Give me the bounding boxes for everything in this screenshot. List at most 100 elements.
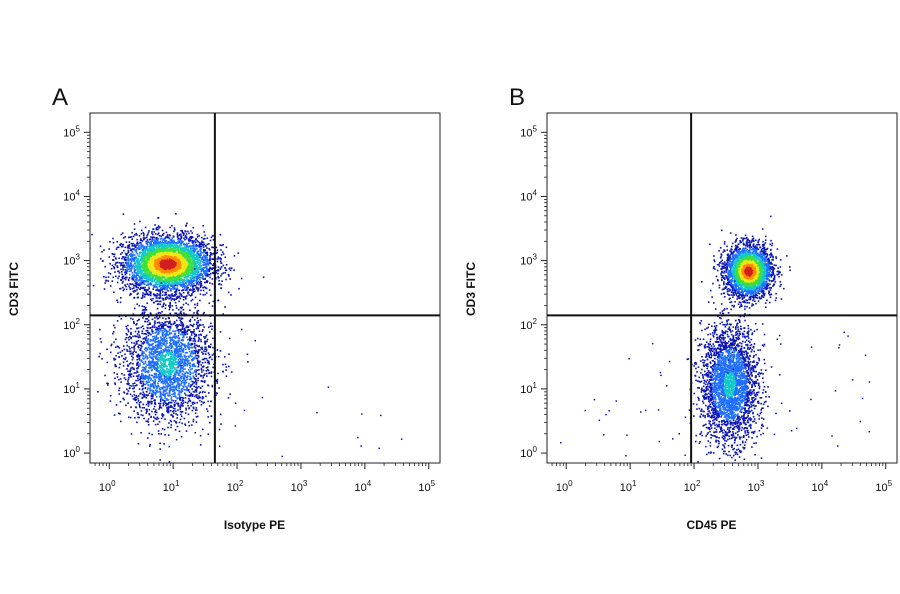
event-dot: [160, 349, 162, 352]
event-dot: [155, 268, 157, 270]
event-dot: [157, 354, 159, 356]
event-dot: [198, 273, 200, 276]
event-dot: [151, 232, 153, 235]
event-dot: [130, 265, 133, 268]
event-dot: [217, 275, 219, 278]
event-dot: [120, 287, 122, 290]
event-dot: [163, 268, 166, 271]
event-dot: [153, 265, 156, 267]
event-dot: [131, 287, 134, 290]
event-dot: [204, 361, 207, 364]
event-dot: [175, 242, 178, 244]
event-dot: [146, 278, 149, 281]
event-dot: [170, 381, 173, 383]
event-dot: [158, 277, 161, 279]
event-dot: [175, 265, 177, 268]
event-dot: [137, 395, 140, 397]
event-dot: [163, 250, 165, 252]
event-dot: [132, 313, 135, 315]
event-dot: [199, 253, 201, 256]
event-dot: [181, 306, 183, 308]
event-dot: [120, 271, 123, 273]
event-dot: [206, 254, 209, 256]
event-dot: [163, 403, 165, 406]
event-dot: [164, 245, 166, 248]
event-dot: [134, 234, 136, 236]
event-dot: [149, 268, 151, 271]
event-dot: [185, 273, 187, 275]
event-dot: [202, 225, 204, 227]
event-dot: [125, 341, 128, 343]
event-dot: [185, 279, 187, 282]
event-dot: [159, 244, 162, 247]
event-dot: [178, 300, 180, 303]
event-dot: [209, 257, 211, 259]
event-dot: [173, 286, 176, 288]
event-dot: [110, 344, 112, 347]
event-dot: [148, 413, 151, 416]
event-dot: [206, 281, 208, 283]
event-dot: [143, 342, 146, 344]
event-dot: [169, 270, 172, 272]
event-dot: [199, 266, 202, 268]
event-dot: [133, 258, 136, 261]
event-dot: [208, 270, 211, 273]
event-dot: [201, 385, 204, 388]
event-dot: [125, 254, 128, 256]
event-dot: [112, 259, 114, 261]
event-dot: [186, 245, 188, 247]
event-dot: [174, 284, 176, 286]
event-dot: [147, 275, 150, 278]
event-dot: [140, 238, 142, 240]
event-dot: [174, 294, 176, 297]
event-dot: [178, 268, 181, 270]
event-dot: [202, 294, 204, 296]
event-dot: [180, 264, 182, 266]
event-dot: [202, 365, 205, 367]
event-dot: [162, 244, 164, 246]
event-dot: [146, 292, 149, 295]
event-dot: [171, 393, 173, 396]
event-dot: [190, 248, 192, 251]
event-dot: [164, 297, 167, 299]
event-dot: [220, 249, 222, 251]
event-dot: [136, 293, 139, 296]
event-dot: [174, 253, 176, 256]
event-dot: [164, 246, 166, 249]
event-dot: [200, 289, 202, 292]
event-dot: [145, 274, 148, 277]
event-dot: [178, 256, 181, 259]
event-dot: [133, 296, 136, 299]
event-dot: [181, 249, 183, 251]
event-dot: [127, 246, 129, 249]
event-dot: [211, 246, 213, 249]
event-dot: [143, 255, 146, 258]
event-dot: [149, 390, 151, 392]
event-dot: [188, 262, 190, 265]
event-dot: [180, 346, 183, 349]
event-dot: [141, 259, 143, 261]
event-dot: [126, 270, 129, 273]
event-dot: [120, 262, 122, 264]
event-dot: [169, 272, 171, 274]
event-dot: [163, 245, 165, 247]
event-dot: [212, 258, 214, 260]
event-dot: [192, 240, 194, 242]
event-dot: [171, 275, 173, 277]
event-dot: [185, 282, 188, 285]
event-dot: [149, 275, 151, 278]
event-dot: [155, 264, 157, 267]
event-dot: [153, 231, 156, 233]
event-dot: [174, 267, 177, 270]
event-dot: [129, 294, 131, 296]
event-dot: [154, 253, 156, 256]
event-dot: [176, 280, 178, 282]
event-dot: [182, 255, 185, 258]
event-dot: [141, 274, 143, 276]
event-dot: [195, 260, 198, 263]
event-dot: [144, 307, 147, 310]
event-dot: [193, 283, 195, 285]
event-dot: [131, 283, 134, 285]
event-dot: [240, 277, 243, 280]
event-dot: [171, 267, 173, 269]
